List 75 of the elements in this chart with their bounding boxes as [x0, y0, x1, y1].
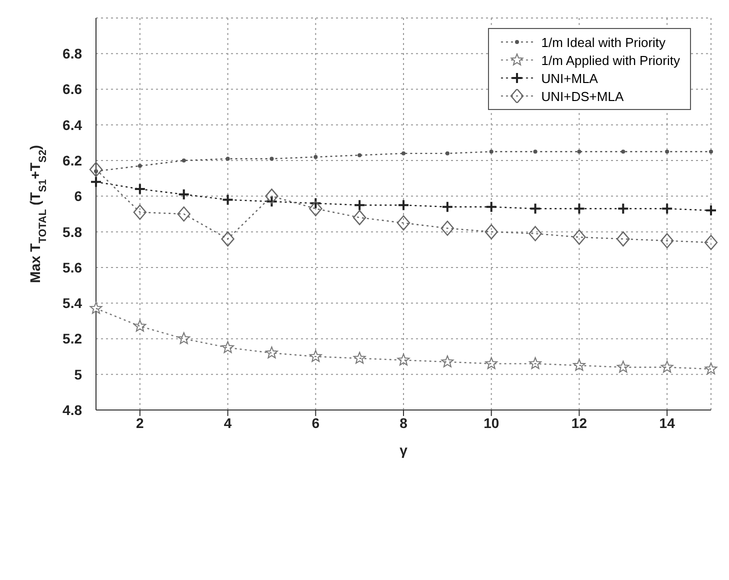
point [661, 202, 674, 215]
point [358, 153, 362, 158]
point [441, 200, 454, 213]
point [704, 234, 718, 250]
point [660, 360, 674, 373]
point [178, 332, 190, 344]
point [133, 204, 147, 220]
point [309, 350, 322, 362]
y-tick-label: 6.6 [62, 81, 82, 98]
point [354, 199, 366, 212]
point [266, 346, 278, 358]
point [314, 154, 318, 159]
point [177, 206, 190, 222]
point [398, 199, 410, 212]
point [573, 202, 586, 215]
point [484, 224, 498, 240]
point [134, 320, 146, 332]
x-tick-label: 8 [400, 414, 408, 431]
point [396, 215, 410, 231]
y-tick-label: 6.2 [62, 152, 82, 169]
y-tick-label: 6.8 [62, 46, 82, 62]
point [441, 355, 454, 368]
point [182, 158, 186, 163]
point [445, 151, 450, 156]
point [616, 231, 630, 247]
y-tick-label: 5.6 [62, 259, 82, 276]
point [573, 358, 586, 371]
point [528, 226, 542, 242]
point [397, 354, 410, 366]
point [440, 220, 454, 236]
point [90, 176, 102, 188]
point [529, 357, 542, 370]
point [222, 341, 234, 353]
point [577, 150, 582, 154]
legend-label: UNI+MLA [541, 70, 598, 86]
y-tick-label: 5 [74, 366, 82, 382]
point [616, 360, 630, 373]
point [709, 150, 713, 154]
x-tick-label: 14 [659, 414, 676, 431]
point [178, 188, 190, 200]
point [529, 202, 542, 215]
x-tick-label: 12 [571, 414, 588, 431]
legend-label: 1/m Ideal with Priority [541, 34, 666, 50]
point [660, 233, 674, 248]
point [704, 362, 718, 374]
point [705, 204, 717, 216]
point [485, 200, 498, 213]
point [353, 352, 366, 364]
x-axis-title: γ [400, 442, 408, 458]
y-tick-label: 6 [74, 188, 82, 204]
point [621, 150, 626, 154]
legend-label: 1/m Applied with Priority [541, 52, 680, 68]
legend-label: UNI+DS+MLA [541, 88, 624, 104]
x-tick-label: 2 [136, 414, 144, 431]
y-tick-label: 5.8 [62, 224, 82, 240]
point [309, 201, 322, 216]
point [485, 357, 498, 370]
y-tick-label: 4.8 [62, 402, 82, 418]
y-tick-label: 6.4 [62, 116, 82, 133]
point [352, 210, 366, 226]
y-tick-label: 5.2 [62, 330, 82, 347]
point [572, 230, 586, 245]
y-tick-label: 5.4 [62, 295, 82, 312]
x-tick-label: 6 [312, 414, 320, 431]
x-tick-label: 10 [484, 414, 500, 431]
point [89, 162, 103, 178]
point [221, 231, 234, 247]
point [617, 202, 630, 215]
point [134, 183, 146, 196]
point [402, 151, 406, 156]
x-tick-label: 4 [224, 414, 232, 431]
point [222, 194, 234, 206]
point [265, 188, 278, 204]
point [665, 150, 670, 154]
point [138, 164, 142, 168]
